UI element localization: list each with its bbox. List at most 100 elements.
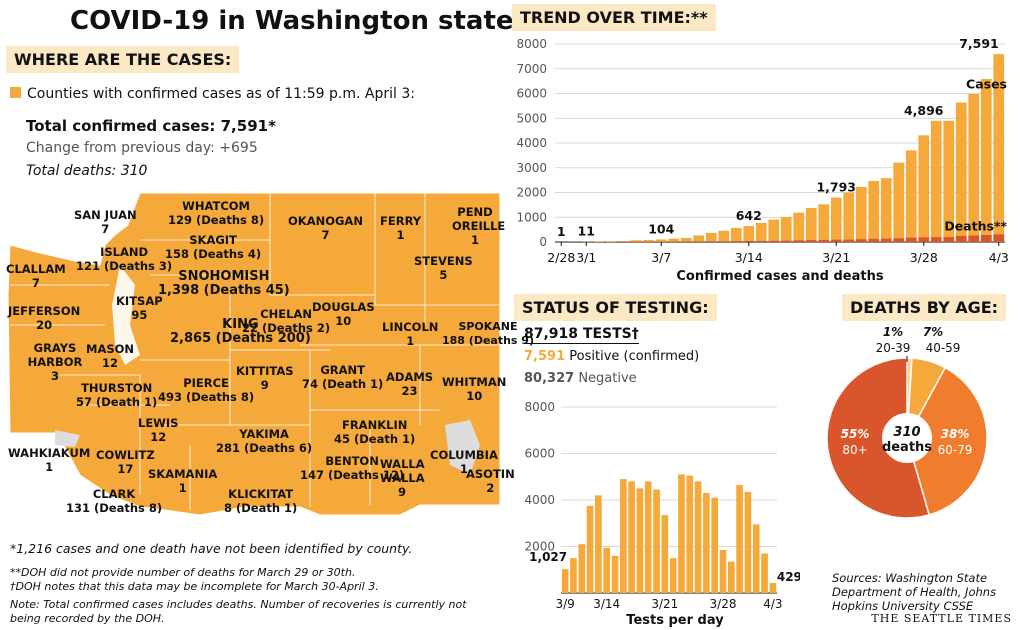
deaths-bar	[930, 237, 942, 242]
puget-sound-water	[112, 265, 140, 365]
tests-bar	[736, 484, 743, 593]
cases-bar	[730, 227, 742, 242]
negative-count: 80,327	[524, 371, 575, 386]
testing-xtick-label: 3/28	[710, 597, 737, 611]
county-wahkiakum: WAHKIAKUM 1	[8, 446, 90, 474]
county-stevens: STEVENS 5	[414, 254, 473, 282]
trend-ytick-label: 6000	[516, 87, 547, 101]
deaths-bar	[868, 238, 880, 242]
tests-bar	[711, 497, 719, 593]
county-name: SPOKANE	[458, 320, 518, 333]
total-deaths: Total deaths: 310	[26, 163, 148, 179]
cases-bar	[793, 212, 805, 242]
county-thurston: THURSTON 57 (Death 1)	[76, 381, 157, 409]
county-island: ISLAND 121 (Deaths 3)	[76, 245, 172, 273]
county-value: 9	[260, 378, 269, 392]
note-doh-incomplete: †DOH notes that this data may be incompl…	[10, 580, 379, 593]
testing-xtick-label: 3/21	[651, 597, 678, 611]
deaths-bar	[943, 237, 955, 242]
trend-ytick-label: 3000	[516, 161, 547, 175]
pie-slice-label: 80+	[842, 443, 867, 457]
testing-xtick-label: 3/9	[555, 597, 574, 611]
county-pierce: PIERCE 493 (Deaths 8)	[158, 376, 254, 404]
county-name: KITSAP	[116, 294, 163, 308]
trend-xtick-label: 2/28	[547, 250, 575, 265]
county-value: 493 (Deaths 8)	[158, 390, 255, 404]
county-value: 95	[131, 308, 148, 322]
cases-bar	[968, 93, 980, 242]
county-value: 5	[439, 268, 448, 282]
tests-bar	[761, 553, 768, 593]
pie-slice-label: 40-59	[926, 341, 961, 355]
county-name: LEWIS	[138, 416, 179, 430]
county-name: CHELAN	[260, 307, 312, 321]
negative-line: 80,327 Negative	[524, 371, 637, 386]
county-name: THURSTON	[81, 381, 153, 395]
trend-ytick-label: 5000	[516, 111, 547, 125]
deaths-bar	[843, 239, 855, 242]
county-value: 3	[50, 369, 59, 383]
county-name: PEND OREILLE	[452, 205, 506, 233]
county-value: 8 (Death 1)	[224, 501, 298, 515]
pie-slice-label: 20-39	[876, 341, 911, 355]
county-name: COWLITZ	[96, 448, 155, 462]
tests-bar	[644, 481, 652, 593]
county-name: WALLA WALLA	[380, 457, 425, 485]
cases-bar	[643, 240, 655, 242]
county-value: 10	[466, 389, 483, 403]
county-value: 10	[335, 314, 352, 328]
trend-data-label: 4,896	[904, 103, 944, 118]
tests-bar	[703, 493, 710, 593]
county-value: 7	[101, 222, 110, 236]
tests-bar	[595, 495, 602, 593]
county-lincoln: LINCOLN 1	[382, 320, 438, 348]
county-chelan: CHELAN 22 (Deaths 2)	[242, 307, 330, 335]
county-mason: MASON 12	[86, 342, 134, 370]
testing-header: STATUS OF TESTING:	[514, 294, 717, 321]
county-name: ADAMS	[386, 370, 434, 384]
county-name: ISLAND	[100, 245, 149, 259]
tests-bar	[611, 555, 619, 593]
tests-bar	[686, 475, 694, 593]
tests-bar	[719, 549, 727, 593]
county-skamania: SKAMANIA 1	[148, 467, 217, 495]
county-jefferson: JEFFERSON 20	[8, 304, 80, 332]
trend-data-label: 642	[736, 208, 762, 223]
trend-xtick-label: 3/7	[651, 250, 671, 265]
cases-bar	[893, 162, 905, 242]
positive-line: 7,591 Positive (confirmed)	[524, 349, 699, 364]
county-name: BENTON	[325, 454, 379, 468]
testing-ytick-label: 4000	[524, 493, 555, 507]
county-name: KING	[222, 317, 259, 332]
county-value: 9	[397, 485, 406, 499]
cases-series-label: Cases	[966, 77, 1007, 92]
tests-bar	[636, 488, 644, 593]
cases-bar	[618, 241, 630, 242]
deaths-bar	[968, 235, 980, 242]
county-kittitas: KITTITAS 9	[236, 364, 294, 392]
cases-bar	[818, 204, 830, 242]
total-tests: 87,918 TESTS†	[524, 326, 639, 344]
deaths-bar	[993, 234, 1005, 242]
deaths-bar	[693, 241, 705, 242]
county-douglas: DOUGLAS 10	[312, 300, 375, 328]
tests-bar	[586, 505, 594, 593]
tests-bar	[669, 558, 677, 593]
cases-bar	[693, 235, 705, 242]
county-value: 23	[401, 384, 418, 398]
change-from-previous-day: Change from previous day: +695	[26, 140, 258, 156]
county-name: DOUGLAS	[312, 300, 375, 314]
county-value: 17	[117, 462, 134, 476]
cases-bar	[980, 79, 992, 242]
cases-bar	[743, 226, 755, 242]
county-name: MASON	[86, 342, 135, 356]
county-name: FERRY	[380, 214, 422, 228]
tests-bar	[744, 491, 752, 593]
county-borders	[10, 193, 500, 510]
pie-slice	[906, 366, 988, 516]
county-name: LINCOLN	[382, 320, 439, 334]
legend-swatch	[10, 87, 21, 98]
county-value: 281 (Deaths 6)	[216, 441, 313, 455]
deaths-bar	[818, 239, 830, 242]
